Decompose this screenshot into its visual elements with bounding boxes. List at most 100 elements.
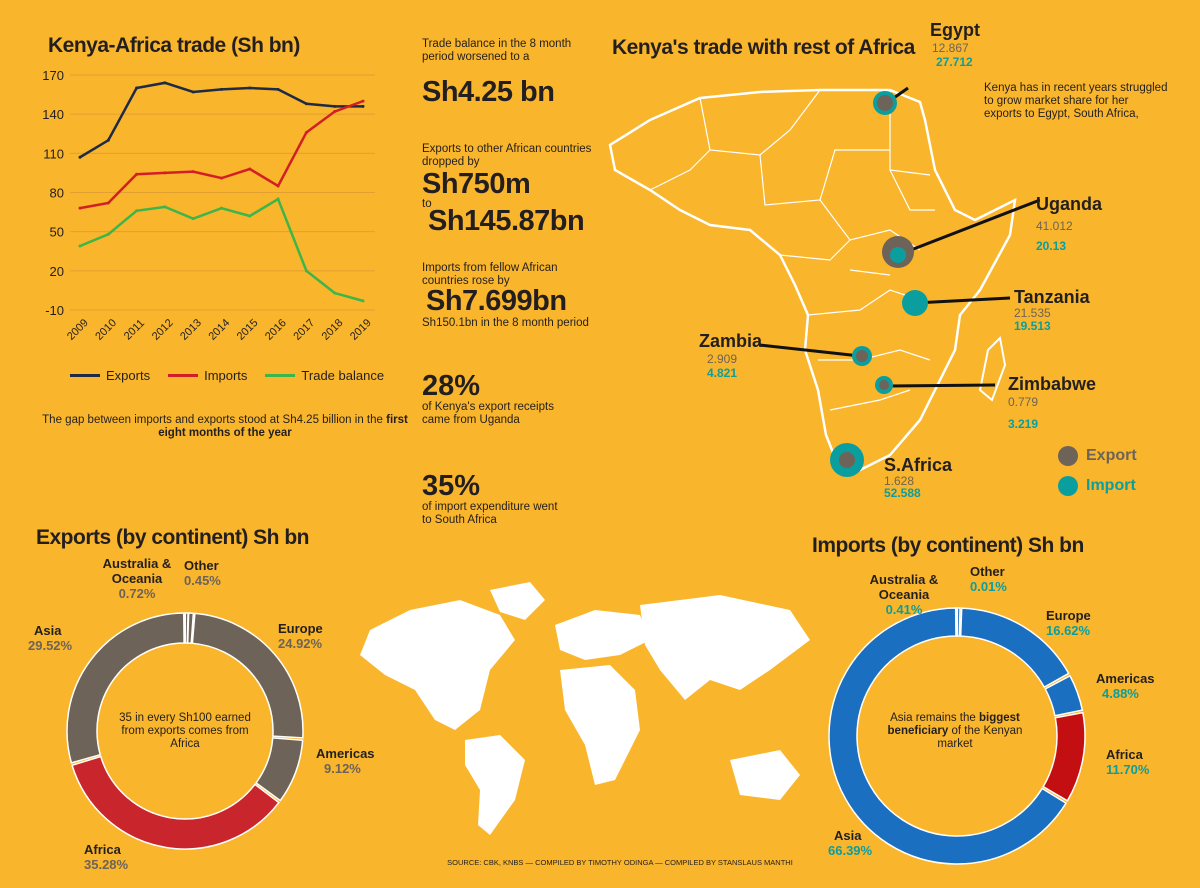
data-point [333,291,337,295]
south-america-shape [465,735,525,835]
data-point [304,102,308,106]
imp-center-pre: Asia remains the [890,712,976,724]
exp-label-other: Other 0.45% [184,558,221,588]
sa-text: of import expenditure went to South Afri… [422,501,558,526]
zambia-export: 2.909 [706,352,738,366]
exp-europe-name: Europe [278,621,323,636]
imp-africa-value: 11.70% [1106,762,1150,777]
imp-label-europe: Europe 16.62% [1046,608,1091,638]
slice-asia [66,612,185,764]
exp-label-europe: Europe 24.92% [278,621,323,651]
legend-imports-label: Imports [204,368,248,383]
exp-label-africa: Africa 35.28% [84,842,128,872]
data-point [220,176,223,180]
slice-americas [1044,674,1084,717]
imp-label-asia: Asia 66.39% [828,828,872,858]
imp-asia-value: 66.39% [828,843,873,858]
exp-asia-name: Asia [34,623,62,638]
madagascar-outline [978,335,1007,402]
uganda-export: 41.012 [1036,219,1073,233]
tanzania-import: 19.513 [1014,319,1051,333]
imp-americas-value: 4.88% [1102,686,1139,701]
exports-value: Sh145.87bn [428,205,585,237]
imp-center-bold: biggest beneficiary [887,712,1020,737]
imp-americas-name: Americas [1096,671,1155,686]
imp-asia-name: Asia [834,828,862,843]
data-point [220,206,223,210]
egypt-name: Egypt [930,20,981,40]
sa-pct: 35% [422,470,481,502]
legend-imports-swatch [168,374,199,377]
data-point [220,87,223,91]
africa-map [608,86,1040,477]
data-point [135,172,139,176]
exports-text: Exports to other African countries dropp… [422,143,592,168]
y-tick-label: 20 [50,264,64,279]
world-map-shapes [360,582,810,835]
series-line-exports [79,81,363,159]
zimbabwe-name: Zimbabwe [1008,374,1097,394]
data-point [191,90,195,94]
imports-donut [828,607,1086,865]
x-tick-label: 2010 [93,317,119,343]
data-point [361,99,365,103]
y-tick-label: 140 [42,107,64,122]
x-tick-label: 2015 [235,317,261,343]
exp-other-name: Other [184,558,219,573]
data-point [248,214,252,218]
slice-africa [71,755,280,850]
world-map [360,582,810,835]
imp-africa-name: Africa [1106,747,1143,762]
africa-outline [608,88,1017,472]
egypt-export: 12.867 [932,41,969,55]
x-tick-label: 2014 [206,317,232,343]
exports-donut [66,612,304,850]
exp-americas-name: Americas [316,746,375,761]
line-chart-title: Kenya-Africa trade (Sh bn) [48,34,300,57]
y-tick-label: 170 [42,68,64,83]
y-tick-label: 80 [50,186,64,201]
zimbabwe-label: Zimbabwe 0.779 3.219 [1008,374,1096,431]
data-point [106,201,110,205]
data-point [248,86,252,90]
slice-australia-oceania [956,607,961,637]
exp-asia-value: 29.52% [28,638,73,653]
data-point [304,130,308,134]
egypt-export-bubble [877,95,893,111]
tanzania-import-bubble [902,290,928,316]
y-tick-label: 50 [50,225,64,240]
data-point [333,104,337,108]
data-point [78,244,82,248]
slice-asia [828,607,1068,865]
uganda-connector [897,198,1040,257]
chart-note-bold: first eight months of the year [158,414,408,439]
trade-balance-value: Sh4.25 bn [422,76,555,108]
safrica-label: S.Africa 1.628 52.588 [884,455,952,499]
y-tick-label: 110 [43,146,64,161]
exp-europe-value: 24.92% [278,636,323,651]
data-point [135,209,139,213]
data-point [276,87,280,91]
zambia-name: Zambia [698,331,762,351]
imp-label-oceania: Australia & Oceania 0.41% [866,572,942,617]
source-note: SOURCE: CBK, KNBS — COMPILED BY TIMOTHY … [447,858,793,867]
safrica-export-bubble [839,452,855,468]
chart-note-text: The gap between imports and exports stoo… [42,414,383,426]
imp-label-other: Other 0.01% [970,564,1007,594]
uganda-pct: 28% [422,370,481,402]
map-note: Kenya has in recent years struggled to g… [984,82,1168,120]
egypt-import: 27.712 [936,55,973,69]
tanzania-label: Tanzania 21.535 19.513 [1014,287,1090,333]
data-point [106,138,110,142]
y-tick-label: -10 [45,303,64,318]
export-swatch [1058,446,1078,466]
zimbabwe-export-bubble [879,380,889,390]
zimbabwe-import: 3.219 [1008,417,1039,431]
legend-balance-label: Trade balance [301,368,385,383]
exports-drop: Sh750m [422,168,531,200]
map-legend: Export Import [1058,446,1137,496]
zambia-import: 4.821 [706,366,738,380]
australia-shape [730,750,800,800]
legend-exports-swatch [70,374,100,377]
imports-donut-center: Asia remains the biggest beneficiary of … [880,712,1030,751]
